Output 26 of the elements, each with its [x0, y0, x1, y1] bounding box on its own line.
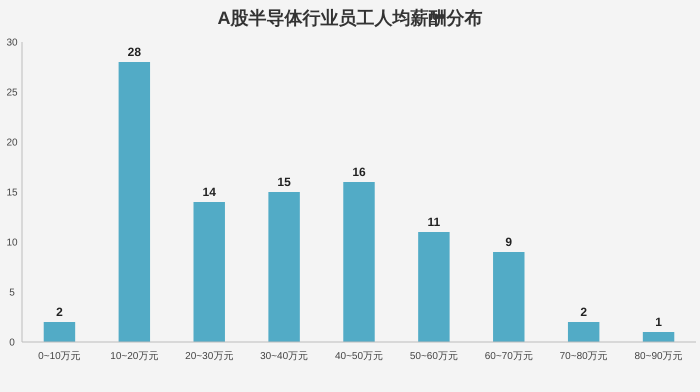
xtick: 50~60万元	[410, 351, 458, 362]
ytick: 30	[6, 38, 18, 48]
ytick: 20	[6, 138, 18, 148]
data-label: 2	[56, 305, 63, 319]
ytick: 15	[6, 188, 18, 198]
xtick: 80~90万元	[634, 351, 683, 362]
ytick: 5	[9, 288, 15, 298]
data-label: 9	[505, 235, 512, 249]
xtick: 60~70万元	[484, 351, 533, 362]
data-label: 14	[202, 185, 216, 199]
xtick: 30~40万元	[260, 351, 308, 362]
data-label: 11	[428, 215, 440, 229]
xtick: 10~20万元	[110, 351, 158, 362]
data-label: 28	[128, 45, 142, 59]
xtick: 20~30万元	[185, 351, 234, 362]
ytick: 25	[6, 88, 18, 98]
xtick: 70~80万元	[560, 351, 608, 362]
title: A股半导体行业员工人均薪酬分布	[218, 8, 482, 28]
data-label: 2	[580, 305, 587, 319]
xtick: 0~10万元	[38, 351, 81, 362]
xtick: 40~50万元	[334, 351, 384, 362]
data-label: 16	[352, 165, 366, 179]
data-label: 15	[277, 175, 291, 189]
ytick: 10	[6, 238, 18, 248]
ytick: 0	[9, 338, 15, 348]
data-label: 1	[655, 315, 662, 329]
